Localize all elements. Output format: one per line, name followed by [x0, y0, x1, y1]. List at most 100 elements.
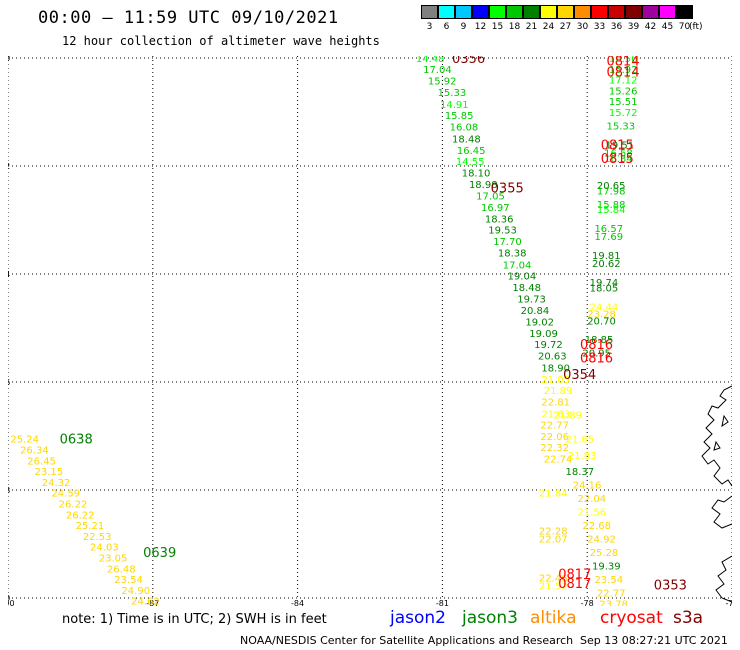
- swh-reading: 24.62: [131, 597, 160, 606]
- scale-tick-label: 42: [644, 22, 657, 32]
- swh-reading: 21.89: [553, 410, 582, 421]
- scale-swatch: [574, 5, 591, 19]
- swh-reading: 21.83: [568, 451, 597, 462]
- latitude-label: 50: [8, 594, 10, 603]
- swh-reading: 14.91: [440, 100, 469, 111]
- swh-reading: 16.45: [457, 146, 486, 157]
- swh-reading: 21.84: [539, 489, 568, 500]
- swh-reading: 18.36: [485, 214, 514, 225]
- swh-reading: 16.97: [481, 203, 510, 214]
- scale-unit-label: (ft): [689, 22, 703, 32]
- swh-reading: 19.04: [508, 272, 537, 283]
- swh-reading: 19.53: [488, 226, 517, 237]
- swh-reading: 24.32: [42, 478, 71, 489]
- swh-reading: 22.04: [578, 494, 607, 505]
- scale-tick-label: 27: [559, 22, 572, 32]
- scale-tick-label: 39: [627, 22, 640, 32]
- swh-reading: 19.02: [525, 318, 554, 329]
- swh-reading: 21.65: [565, 435, 594, 446]
- map-grid: [8, 56, 732, 599]
- pass-time-label: 0814: [607, 66, 640, 81]
- swh-reading: 24.92: [587, 535, 616, 546]
- pass-time-label: 0817: [558, 577, 591, 592]
- generated-timestamp: Sep 13 08:27:21 UTC 2021: [580, 634, 728, 647]
- longitude-label: -78: [581, 599, 594, 606]
- swh-reading: 20.70: [587, 316, 616, 327]
- latitude-label: 48: [8, 486, 10, 495]
- swh-reading: 24.16: [573, 481, 602, 492]
- scale-tick-label: 33: [593, 22, 606, 32]
- scale-swatch: [472, 5, 489, 19]
- swh-reading: 24.03: [90, 543, 119, 554]
- swh-reading: 23.05: [99, 554, 128, 565]
- scale-tick-label: 6: [443, 22, 450, 32]
- swh-reading: 21.89: [544, 386, 573, 397]
- swh-reading: 22.32: [540, 443, 569, 454]
- latitude-label: 46: [8, 378, 10, 387]
- swh-reading: 15.92: [428, 77, 457, 88]
- scale-swatch: [455, 5, 472, 19]
- swh-reading: 16.08: [450, 123, 479, 134]
- swh-reading: 22.81: [541, 397, 570, 408]
- pass-time-label: 0638: [60, 433, 93, 448]
- swh-reading: 22.77: [597, 589, 626, 600]
- longitude-label: -84: [291, 599, 304, 606]
- scale-tick-label: 12: [474, 22, 487, 32]
- swh-reading: 21.05: [541, 375, 570, 386]
- swh-reading: 21.63: [541, 409, 570, 420]
- swh-reading: 17.70: [493, 237, 522, 248]
- pass-time-label: 0355: [491, 182, 524, 197]
- swh-reading: 15.26: [609, 86, 638, 97]
- swh-reading: 15.51: [609, 97, 638, 108]
- pass-time-label: 0815: [601, 152, 634, 167]
- scale-tick-label: 21: [525, 22, 538, 32]
- swh-reading: 15.92: [609, 65, 638, 76]
- pass-time-label: 0816: [580, 352, 613, 367]
- swh-reading: 22.77: [540, 421, 569, 432]
- swh-reading: 14.48: [416, 56, 445, 65]
- scale-tick-label: 15: [491, 22, 504, 32]
- swh-reading: 26.22: [66, 510, 95, 521]
- scale-swatch: [540, 5, 557, 19]
- scale-tick-label: 45: [661, 22, 674, 32]
- pass-time-labels: 0356 081408140815081503550816081603540638…: [60, 56, 687, 594]
- swh-reading: 21.52: [539, 582, 568, 593]
- swh-reading: 15.88: [597, 200, 626, 211]
- swh-reading: 20.62: [592, 259, 621, 270]
- latitude-label: 44: [8, 270, 10, 279]
- latitude-label: 42: [8, 162, 10, 171]
- swh-reading: 22.06: [540, 432, 569, 443]
- swh-reading: 18.85: [585, 335, 614, 346]
- axis-labels: 40 42 44 46 48 50-90 -87 -84 -81 -78 -75: [8, 56, 732, 606]
- swh-reading: 15.33: [607, 122, 636, 133]
- swh-reading: 19.72: [534, 340, 563, 351]
- scale-swatch: [676, 5, 693, 19]
- scale-tick-label: 9: [460, 22, 467, 32]
- swh-reading: 18.98: [469, 180, 498, 191]
- scale-swatch: [591, 5, 608, 19]
- pass-time-label: 0353: [654, 579, 687, 594]
- swh-reading: 26.45: [27, 456, 56, 467]
- pass-time-label: 0816: [580, 338, 613, 353]
- latitude-label: 40: [8, 56, 10, 63]
- swh-reading: 18.90: [541, 363, 570, 374]
- scale-tick-label: 70: [678, 22, 691, 32]
- scale-tick-label: 18: [508, 22, 521, 32]
- swh-reading: 22.07: [539, 535, 568, 546]
- swh-reading: 22.53: [83, 532, 112, 543]
- swh-reading: 24.90: [121, 586, 150, 597]
- swh-reading: 25.21: [76, 521, 105, 532]
- scale-swatch: [557, 5, 574, 19]
- scale-swatch: [489, 5, 506, 19]
- satellite-legend-s3a: s3a: [673, 608, 704, 628]
- swh-reading: 23.54: [114, 575, 143, 586]
- swh-reading: 22.68: [582, 521, 611, 532]
- swh-reading: 19.51: [606, 140, 635, 151]
- swh-reading: 16.57: [594, 224, 623, 235]
- swh-reading: 16.34: [604, 154, 633, 165]
- swh-reading: 17.98: [597, 186, 626, 197]
- scale-swatch: [608, 5, 625, 19]
- pass-time-label: 0354: [563, 368, 596, 383]
- longitude-label: -87: [146, 599, 159, 606]
- scale-swatch: [506, 5, 523, 19]
